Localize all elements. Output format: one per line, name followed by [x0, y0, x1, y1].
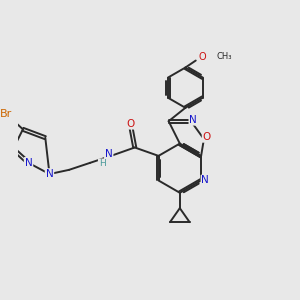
Text: N: N [189, 115, 197, 125]
Text: N: N [46, 169, 53, 179]
Text: N: N [201, 176, 209, 185]
Text: Br: Br [0, 109, 12, 119]
Text: O: O [198, 52, 206, 62]
Text: CH₃: CH₃ [216, 52, 232, 61]
Text: O: O [202, 132, 211, 142]
Text: N: N [105, 149, 112, 160]
Text: O: O [126, 119, 135, 129]
Text: N: N [25, 158, 32, 168]
Text: H: H [99, 159, 105, 168]
